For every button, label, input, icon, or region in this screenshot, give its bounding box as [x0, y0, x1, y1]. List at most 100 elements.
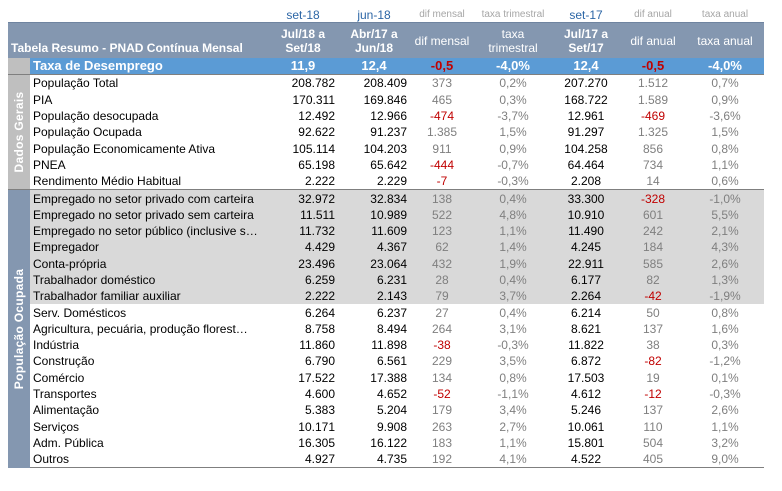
table-cell: 134: [431, 370, 453, 385]
table-cell: 10.061: [567, 419, 605, 434]
table-cell: 208.409: [338, 74, 410, 92]
row-label: Indústria: [33, 338, 80, 353]
row-label: Empregado no setor privado sem carteira: [30, 206, 268, 223]
table-cell: 1.325: [637, 125, 669, 140]
table-row: Rendimento Médio Habitual 2.222 2.229 -7 -0,…: [8, 173, 764, 191]
table-cell: 601: [620, 206, 686, 223]
table-cell: 12,4: [338, 58, 410, 75]
summary-table-sheet: set-18 jun-18 dif mensal taxa trimestral…: [8, 8, 764, 469]
table-cell: 8.494: [376, 321, 407, 336]
side-spacer: [8, 58, 30, 75]
table-cell: 5,5%: [686, 206, 764, 223]
side-label-text: Dados Gerais: [12, 91, 26, 173]
column-header: taxa trimestral: [474, 22, 552, 58]
table-cell: 4.522: [552, 451, 620, 469]
row-label: Construção: [33, 354, 95, 369]
table-cell: 6.237: [376, 305, 407, 320]
table-row: População Economicamente Ativa 105.114 104…: [8, 140, 764, 156]
table-cell: 242: [620, 222, 686, 240]
table-cell: 6.177: [552, 271, 620, 289]
table-cell: -38: [433, 338, 451, 353]
table-cell: 12.492: [298, 109, 335, 124]
table-cell: 4.735: [338, 451, 410, 469]
table-cell: -4,0%: [686, 58, 764, 75]
table-cell: 3,2%: [711, 435, 739, 450]
table-cell: 104.258: [564, 141, 608, 156]
row-label: Agricultura, pecuária, produção florest…: [33, 321, 248, 336]
table-cell: 1,6%: [711, 321, 739, 336]
table-row: Alimentação 5.383 5.204 179 3,4% 5.246 137 2,6%: [8, 402, 764, 418]
table-cell: 229: [431, 354, 453, 369]
row-label: Outros: [30, 451, 268, 469]
table-cell: -4,0%: [474, 58, 552, 75]
table-cell: 0,4%: [474, 271, 552, 289]
table-row: Serv. Domésticos 6.264 6.237 27 0,4% 6.214 50 0…: [8, 304, 764, 320]
column-header: dif anual: [620, 22, 686, 58]
table-cell: 3,1%: [499, 321, 527, 336]
table-cell: 65.642: [370, 157, 407, 172]
group2-side-label: População Ocupada: [8, 189, 30, 468]
table-cell: 5.204: [376, 403, 407, 418]
table-cell: 522: [410, 206, 474, 223]
table-cell: 207.270: [552, 74, 620, 92]
table-cell: 9,0%: [686, 451, 764, 469]
summary-table: set-18 jun-18 dif mensal taxa trimestral…: [8, 8, 764, 469]
table-cell: 2.222: [268, 288, 338, 305]
table-cell: -0,7%: [497, 157, 529, 172]
table-cell: 6.214: [570, 305, 602, 320]
table-cell: 504: [642, 435, 664, 450]
table-cell: 10.171: [298, 419, 335, 434]
table-cell: 856: [642, 141, 664, 156]
table-cell: 0,1%: [711, 370, 739, 385]
table-cell: 6.561: [376, 354, 407, 369]
table-cell: 405: [620, 451, 686, 469]
table-cell: 264: [431, 321, 453, 336]
table-cell: 170.311: [292, 92, 336, 107]
table-cell: 38: [646, 338, 660, 353]
table-row: Outros 4.927 4.735 192 4,1% 4.522 405 9,0%: [8, 451, 764, 469]
table-cell: 32.834: [338, 189, 410, 207]
table-cell: 4.600: [304, 387, 335, 402]
period-label: set-18: [286, 8, 320, 22]
table-cell: 184: [620, 239, 686, 256]
table-cell: 16.305: [298, 435, 335, 450]
table-cell: 183: [431, 435, 453, 450]
unemployment-rate-row: Taxa de Desemprego 11,9 12,4 -0,5 -4,0% 12,4-…: [8, 58, 764, 75]
table-cell: 0,2%: [474, 74, 552, 92]
table-cell: 2.229: [338, 173, 410, 191]
table-cell: 4.652: [376, 387, 407, 402]
table-cell: 16.122: [370, 435, 407, 450]
row-label: População Economicamente Ativa: [33, 141, 216, 156]
row-label: Serviços: [33, 419, 80, 434]
table-cell: 2.208: [552, 173, 620, 191]
table-cell: 9.908: [376, 419, 407, 434]
table-row: Empregado no setor público (inclusive s……: [8, 222, 764, 240]
table-cell: 11,9: [268, 58, 338, 75]
column-header: Jul/18 a Set/18: [268, 22, 338, 58]
period-label: taxa trimestral: [481, 9, 545, 20]
table-cell: 4.429: [268, 239, 338, 256]
table-cell: 734: [642, 157, 664, 172]
table-cell: -3,7%: [497, 109, 529, 124]
table-row: Serviços 10.171 9.908 263 2,7% 10.061 110 1,1%: [8, 419, 764, 435]
table-cell: -328: [620, 189, 686, 207]
table-cell: 104.203: [363, 141, 407, 156]
table-cell: 0,9%: [499, 141, 527, 156]
table-cell: 0,6%: [686, 173, 764, 191]
table-cell: 1.385: [426, 125, 458, 140]
table-cell: 2,7%: [499, 419, 527, 434]
table-cell: 4.612: [570, 387, 602, 402]
row-label: Empregado no setor privado com carteira: [30, 189, 268, 207]
table-cell: 92.622: [298, 125, 335, 140]
table-cell: 0,8%: [499, 370, 527, 385]
table-cell: -42: [620, 288, 686, 305]
table-cell: 4,1%: [474, 451, 552, 469]
table-cell: 22.911: [552, 255, 620, 272]
table-row: Transportes 4.600 4.652 -52 -1,1% 4.612 -12 -0,…: [8, 386, 764, 402]
table-cell: 1.512: [620, 74, 686, 92]
table-cell: -444: [429, 157, 455, 172]
table-row: Dados Gerais População Total 208.782 208.40…: [8, 74, 764, 190]
period-label: dif mensal: [419, 9, 465, 20]
table-cell: 0,3%: [711, 338, 739, 353]
table-cell: 3,4%: [499, 403, 527, 418]
